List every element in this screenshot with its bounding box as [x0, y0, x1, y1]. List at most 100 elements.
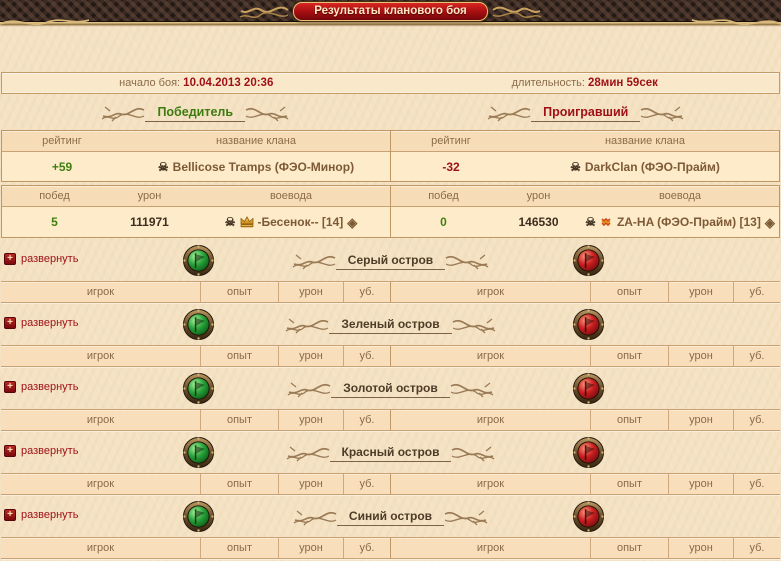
- exp-column-header: опыт: [590, 282, 668, 302]
- player-column-header: игрок: [86, 478, 115, 490]
- player-column-header: игрок: [390, 410, 590, 430]
- player-column-header: игрок: [86, 542, 115, 554]
- clan-rank-totem-icon: [601, 217, 611, 226]
- loser-flag-medallion-icon: [572, 436, 605, 469]
- expand-label[interactable]: развернуть: [21, 253, 79, 265]
- damage-column-header: урон: [278, 538, 343, 558]
- winner-leader-info-icon[interactable]: ◈: [347, 214, 358, 230]
- island-title: Зеленый остров: [329, 317, 452, 334]
- loser-leader-info-icon[interactable]: ◈: [764, 214, 775, 230]
- winner-flag-medallion-icon: [182, 244, 215, 277]
- kills-column-header: уб.: [343, 538, 390, 558]
- island-section: + развернуть Синий остров: [0, 497, 781, 561]
- battle-start-label: начало боя:: [119, 77, 181, 89]
- expand-label[interactable]: развернуть: [21, 445, 79, 457]
- player-column-header: игрок: [390, 474, 590, 494]
- title-bar: Результаты кланового боя: [0, 0, 781, 22]
- player-column-header: игрок: [86, 414, 115, 426]
- damage-column-header: урон: [668, 410, 733, 430]
- winner-flag-medallion-icon: [182, 436, 215, 469]
- exp-column-header: опыт: [590, 346, 668, 366]
- loser-rating-half: рейтинг название клана -32 ☠ DarkClan (Ф…: [390, 131, 779, 181]
- flourish-right-icon: [450, 382, 494, 398]
- exp-column-header: опыт: [590, 474, 668, 494]
- island-title: Серый остров: [335, 253, 446, 270]
- expand-label[interactable]: развернуть: [21, 381, 79, 393]
- island-heading: Зеленый остров: [283, 315, 497, 335]
- expand-label[interactable]: развернуть: [21, 509, 79, 521]
- loser-flag-medallion-icon: [572, 308, 605, 341]
- exp-column-header: опыт: [200, 474, 278, 494]
- wins-column-header: побед: [2, 186, 107, 207]
- expand-link[interactable]: + развернуть: [4, 445, 78, 457]
- rating-column-header: рейтинг: [391, 131, 511, 152]
- damage-column-header: урон: [496, 186, 581, 207]
- damage-column-header: урон: [668, 474, 733, 494]
- loser-leader-name[interactable]: ZA-HA (ФЭО-Прайм) [13]: [616, 215, 761, 229]
- island-column-headers: игрок опыт урон уб. игрок опыт урон уб.: [1, 281, 780, 303]
- exp-column-header: опыт: [200, 538, 278, 558]
- winner-wins-value: 5: [51, 215, 58, 229]
- island-column-headers: игрок опыт урон уб. игрок опыт урон уб.: [1, 345, 780, 367]
- loser-stats-half: побед урон воевода 0 146530 ☠ ZA-HA (ФЭО…: [390, 186, 779, 237]
- expand-plus-icon[interactable]: +: [4, 381, 16, 393]
- expand-plus-icon[interactable]: +: [4, 317, 16, 329]
- flourish-left-icon: [293, 510, 337, 526]
- flourish-left-icon: [102, 106, 145, 122]
- expand-link[interactable]: + развернуть: [4, 509, 78, 521]
- damage-column-header: урон: [278, 410, 343, 430]
- flourish-left-icon: [292, 254, 336, 270]
- damage-column-header: урон: [278, 346, 343, 366]
- winner-leader-name[interactable]: -Бесенок-- [14]: [257, 215, 344, 229]
- flourish-left-icon: [287, 382, 331, 398]
- loser-heading-label: Проигравший: [531, 105, 641, 122]
- loser-flag-medallion-icon: [572, 244, 605, 277]
- island-section: + развернуть Красный остров: [0, 433, 781, 497]
- player-column-header: игрок: [390, 282, 590, 302]
- expand-link[interactable]: + развернуть: [4, 381, 78, 393]
- damage-column-header: урон: [668, 346, 733, 366]
- wins-column-header: побед: [391, 186, 496, 207]
- rating-column-header: рейтинг: [2, 131, 122, 152]
- expand-plus-icon[interactable]: +: [4, 445, 16, 457]
- winner-stats-half: побед урон воевода 5 111971 ☠ -Бесенок--…: [2, 186, 390, 237]
- island-heading: Золотой остров: [285, 379, 496, 399]
- winner-heading-label: Победитель: [145, 105, 246, 122]
- expand-link[interactable]: + развернуть: [4, 253, 78, 265]
- loser-heading: Проигравший: [485, 103, 686, 123]
- battle-duration: длительность: 28мин 59сек: [391, 77, 780, 89]
- crown-icon: [240, 216, 253, 228]
- expand-link[interactable]: + развернуть: [4, 317, 78, 329]
- winner-flag-medallion-icon: [182, 308, 215, 341]
- island-heading: Серый остров: [290, 251, 491, 271]
- gold-divider: [0, 22, 781, 25]
- loser-flag-medallion-icon: [572, 372, 605, 405]
- exp-column-header: опыт: [200, 346, 278, 366]
- damage-column-header: урон: [278, 474, 343, 494]
- player-column-header: игрок: [390, 346, 590, 366]
- kills-column-header: уб.: [733, 410, 780, 430]
- flourish-left-icon: [487, 106, 531, 122]
- flourish-right-icon: [245, 106, 289, 122]
- flourish-right-icon: [640, 106, 684, 122]
- player-column-header: игрок: [86, 286, 115, 298]
- kills-column-header: уб.: [733, 346, 780, 366]
- islands: + развернуть Серый остров: [0, 241, 781, 561]
- loser-clan-name[interactable]: DarkClan (ФЭО-Прайм): [584, 159, 720, 174]
- exp-column-header: опыт: [590, 538, 668, 558]
- loser-leader-emblem-icon: ☠: [585, 215, 596, 229]
- island-title: Синий остров: [336, 509, 445, 526]
- expand-label[interactable]: развернуть: [21, 317, 79, 329]
- winner-clan-name[interactable]: Bellicose Tramps (ФЭО-Минор): [172, 159, 355, 174]
- flourish-right-icon: [452, 318, 496, 334]
- expand-plus-icon[interactable]: +: [4, 509, 16, 521]
- island-section: + развернуть Серый остров: [0, 241, 781, 305]
- expand-plus-icon[interactable]: +: [4, 253, 16, 265]
- winner-damage-value: 111971: [130, 215, 169, 229]
- clan-column-header: название клана: [511, 131, 779, 152]
- island-section: + развернуть Зеленый остров: [0, 305, 781, 369]
- banner-flourish-left-icon: [239, 6, 289, 19]
- kills-column-header: уб.: [343, 346, 390, 366]
- loser-clan-emblem-icon: ☠: [570, 159, 581, 174]
- damage-column-header: урон: [668, 282, 733, 302]
